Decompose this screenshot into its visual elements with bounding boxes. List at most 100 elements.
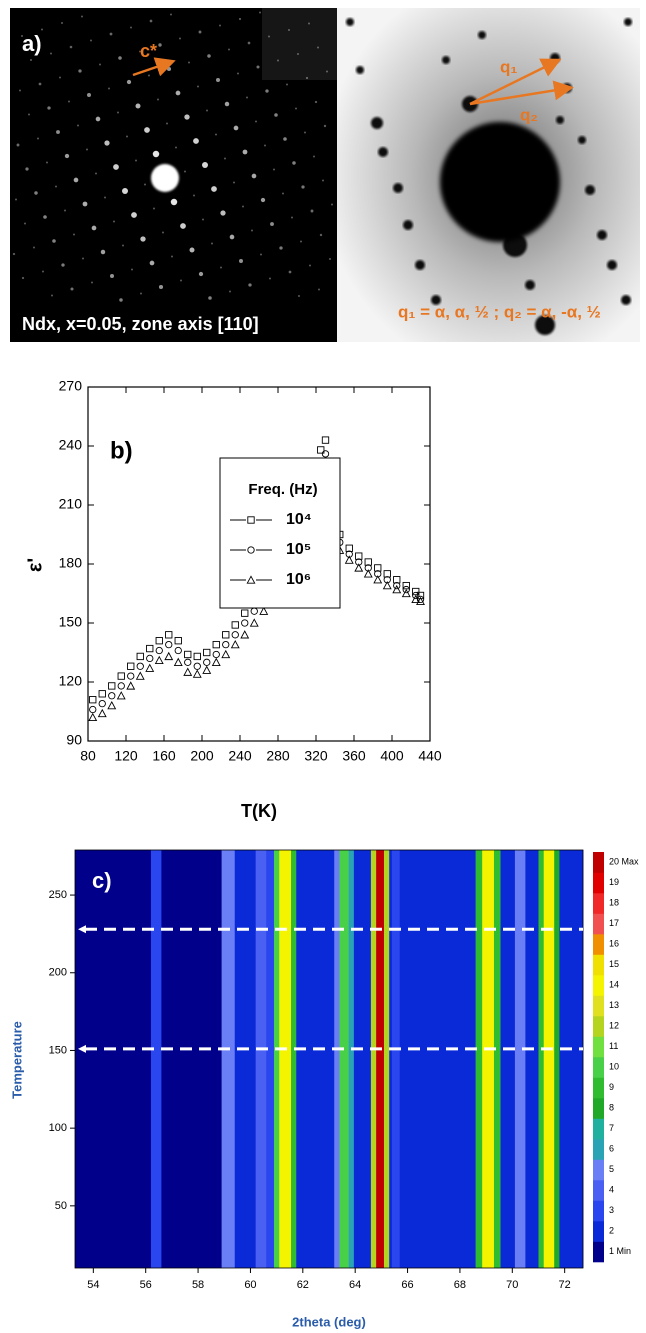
spot [184, 170, 186, 173]
spot [122, 244, 124, 247]
spot [37, 137, 39, 140]
spot [219, 24, 221, 27]
marker [363, 569, 373, 578]
spot [16, 143, 20, 147]
marker [174, 646, 182, 655]
spot [90, 39, 92, 42]
spot [229, 234, 235, 240]
marker [355, 558, 363, 566]
spot [270, 222, 274, 226]
spot [323, 124, 327, 128]
spot [68, 100, 70, 103]
spot [162, 231, 164, 234]
marker [108, 692, 116, 700]
colorbar-label: 12 [609, 1021, 619, 1031]
marker [317, 446, 325, 454]
spot [43, 215, 47, 219]
spot [211, 242, 213, 245]
spot [104, 140, 110, 146]
marker [97, 708, 107, 718]
spot [220, 210, 226, 216]
spot [300, 240, 302, 243]
spot [259, 11, 261, 14]
colorbar-label: 8 [609, 1103, 614, 1113]
colorbar-cell [593, 893, 604, 914]
marker [202, 665, 212, 674]
diffraction-spots [12, 11, 333, 302]
spot [256, 65, 260, 69]
marker [240, 630, 250, 639]
marker [117, 682, 125, 690]
x-tick-label: 72 [559, 1279, 571, 1291]
spot [238, 17, 242, 21]
marker [165, 631, 173, 639]
spot [61, 263, 65, 267]
marker [192, 669, 202, 678]
spot [535, 315, 555, 335]
reference-arrow [78, 1044, 86, 1053]
spot [170, 198, 178, 206]
spot [301, 185, 305, 189]
spot [371, 117, 383, 129]
y-tick-label: 210 [59, 496, 83, 512]
spot [34, 191, 38, 195]
marker [364, 564, 372, 572]
image-patch [262, 8, 337, 80]
colorbar-cell [593, 852, 604, 873]
spot [228, 48, 230, 51]
spot [82, 257, 84, 260]
spot [242, 149, 248, 155]
spot [260, 197, 266, 203]
marker [412, 591, 420, 600]
marker [155, 637, 163, 645]
colorbar-label: 7 [609, 1123, 614, 1133]
spot [64, 209, 66, 212]
marker [321, 450, 330, 458]
spot [279, 246, 283, 250]
spot [41, 28, 43, 31]
spot [21, 276, 25, 280]
spot [175, 90, 181, 96]
marker [411, 594, 421, 604]
x-axis-label: T(K) [241, 801, 277, 821]
spot [220, 266, 222, 269]
colorbar-label: 13 [609, 1000, 619, 1010]
spot [255, 120, 257, 123]
marker [241, 609, 249, 617]
spot [197, 85, 199, 88]
x-tick-label: 360 [342, 748, 366, 764]
colorbar-label: 17 [609, 918, 619, 928]
spot [224, 157, 226, 160]
spot [319, 233, 323, 237]
spot [144, 183, 146, 186]
marker [416, 591, 425, 600]
x-tick-label: 68 [454, 1279, 466, 1291]
heat-cell [500, 850, 516, 1268]
spot [224, 101, 230, 107]
spot [184, 114, 190, 120]
marker [164, 651, 174, 661]
legend-label: 10⁵ [286, 541, 311, 558]
spot [21, 35, 23, 37]
y-axis-label: ε' [24, 558, 46, 572]
colorbar-cell [593, 934, 604, 955]
spot [274, 113, 278, 117]
spot [50, 52, 52, 55]
spot [318, 288, 320, 291]
spot [478, 31, 486, 39]
spot [95, 172, 97, 175]
x-tick-label: 56 [140, 1279, 152, 1291]
legend-marker [247, 516, 255, 524]
spot [82, 201, 88, 207]
x-tick-label: 58 [192, 1279, 204, 1291]
plot-frame [74, 849, 584, 1269]
colorbar-label: 14 [609, 980, 619, 990]
spot [152, 150, 160, 158]
spot [308, 22, 310, 25]
legend-title: Freq. (Hz) [248, 481, 317, 498]
heat-cell [383, 850, 390, 1268]
panel-label: a) [22, 31, 42, 56]
heat-cell [389, 850, 393, 1268]
colorbar-label: 15 [609, 959, 619, 969]
y-tick-label: 90 [66, 732, 82, 748]
